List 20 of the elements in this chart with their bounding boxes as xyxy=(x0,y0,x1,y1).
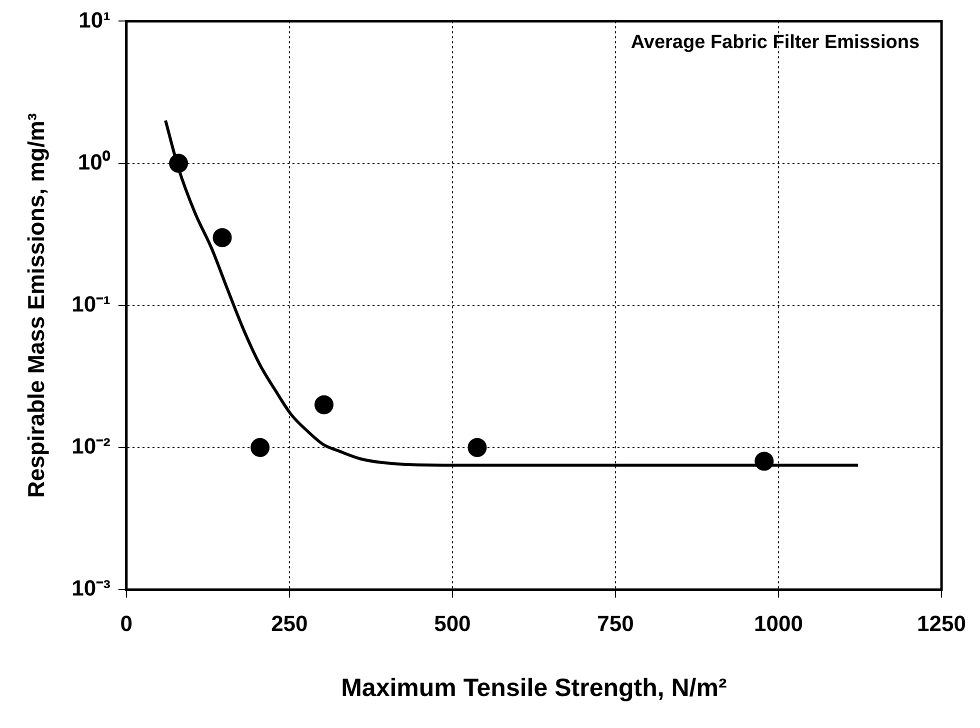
point xyxy=(468,438,487,457)
x-axis-title: Maximum Tensile Strength, N/m² xyxy=(341,674,727,702)
x-tick-label: 1250 xyxy=(917,610,966,636)
y-tick-label: 10¹ xyxy=(78,7,110,32)
y-tick-label: 10⁻¹ xyxy=(72,291,110,316)
annotation: Average Fabric Filter Emissions xyxy=(630,32,920,53)
x-tick-label: 250 xyxy=(271,610,308,636)
y-tick-label: 10⁰ xyxy=(78,149,110,174)
point xyxy=(314,395,334,414)
point xyxy=(754,452,774,471)
y-tick-label: 10⁻² xyxy=(72,434,110,459)
point xyxy=(169,154,188,173)
y-tick-label: 10⁻³ xyxy=(72,576,110,601)
x-tick-label: 750 xyxy=(597,610,634,636)
point xyxy=(212,228,232,248)
y-axis-title: Respirable Mass Emissions, mg/m³ xyxy=(23,112,50,498)
x-tick-label: 1000 xyxy=(754,610,803,636)
x-tick-label: 500 xyxy=(434,610,471,636)
x-tick-label: 0 xyxy=(120,610,133,636)
point xyxy=(250,438,270,457)
